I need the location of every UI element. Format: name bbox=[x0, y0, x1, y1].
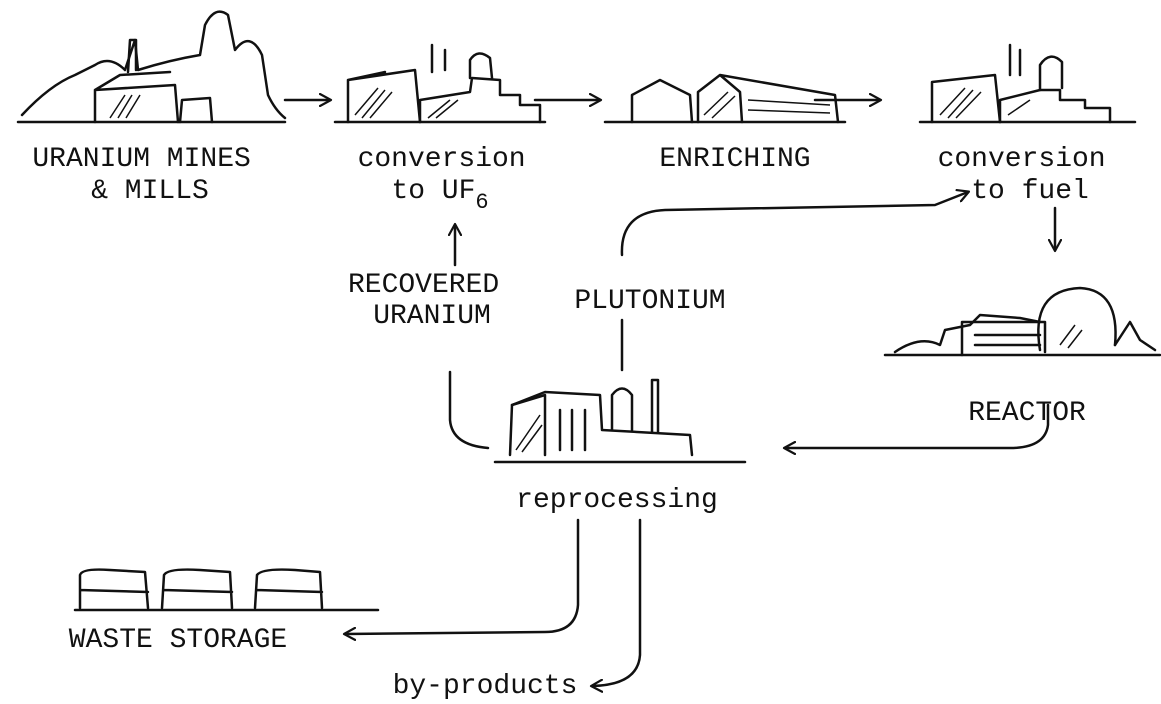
conversion-plant-sketch bbox=[333, 43, 547, 124]
reprocessing-plant-sketch bbox=[493, 378, 747, 464]
node-label: by-products bbox=[393, 671, 578, 702]
flow-label: PLUTONIUM bbox=[574, 286, 725, 317]
node-label: WASTE STORAGE bbox=[69, 625, 287, 656]
node-label: ENRICHING bbox=[659, 144, 810, 175]
waste-storage-sketch bbox=[73, 568, 380, 612]
node-label: conversion to fuel bbox=[938, 144, 1123, 207]
node-label: URANIUM MINES & MILLS bbox=[32, 144, 267, 207]
mines-sketch bbox=[16, 10, 287, 124]
flow-label: RECOVERED URANIUM bbox=[348, 270, 516, 332]
fuel-plant-sketch bbox=[918, 43, 1137, 124]
node-label: REACTOR bbox=[968, 398, 1086, 429]
node-label: conversion to UF6 bbox=[358, 144, 543, 215]
enrichment-plant-sketch bbox=[603, 73, 847, 124]
node-label: reprocessing bbox=[516, 485, 718, 516]
flow-arrows bbox=[283, 100, 1055, 686]
reactor-sketch bbox=[883, 286, 1161, 357]
